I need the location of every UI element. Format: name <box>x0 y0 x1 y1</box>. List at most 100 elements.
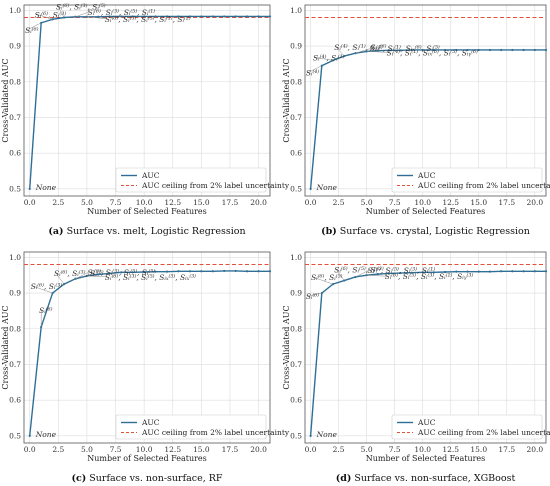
auc-point <box>223 15 226 18</box>
auc-point <box>399 49 402 52</box>
x-tick-label: 0.0 <box>305 198 317 207</box>
auc-point <box>522 48 525 52</box>
y-tick-label: 0.6 <box>290 149 302 158</box>
auc-point <box>40 21 43 24</box>
auc-point <box>108 15 111 18</box>
x-tick-label: 5.0 <box>361 445 373 454</box>
auc-line <box>309 49 546 189</box>
annotation-label: None <box>316 430 338 439</box>
annotation-arrow <box>27 22 42 31</box>
auc-point <box>309 187 312 190</box>
x-tick-label: 2.5 <box>333 198 345 207</box>
x-axis-label: Number of Selected Features <box>366 454 486 463</box>
auc-point <box>354 52 357 55</box>
auc-point <box>120 15 123 18</box>
auc-point <box>200 270 203 273</box>
annotation-arrow <box>336 269 345 281</box>
annotation-label: Sᵢ⁽⁶⁾, Sᵢ⁽⁵⁾, Sᵢ⁽³⁾, Sᵢ⁽¹⁾, Sᵢᵧ⁽³⁾ <box>385 272 474 281</box>
x-tick-label: 7.5 <box>389 198 401 207</box>
auc-point <box>522 270 525 273</box>
x-tick-label: 10.0 <box>414 198 431 207</box>
auc-point <box>444 270 447 274</box>
auc-point <box>376 273 379 276</box>
auc-point <box>211 270 214 273</box>
y-tick-label: 0.9 <box>9 289 21 298</box>
legend-entry: AUC ceiling from 2% label uncertainty <box>141 181 290 190</box>
auc-point <box>143 15 146 18</box>
auc-point <box>154 270 157 273</box>
auc-point <box>511 48 514 52</box>
x-tick-label: 15.0 <box>470 198 487 207</box>
auc-point <box>131 15 134 18</box>
x-tick-label: 10.0 <box>136 445 153 454</box>
y-tick-label: 0.6 <box>9 149 21 158</box>
panel-caption-text: Surface vs. crystal, Logistic Regression <box>337 226 530 237</box>
auc-point <box>477 270 480 273</box>
y-tick-label: 1.0 <box>290 6 302 15</box>
y-tick-label: 0.7 <box>290 360 302 369</box>
x-tick-label: 5.0 <box>81 198 93 207</box>
auc-point <box>246 270 249 273</box>
auc-point <box>533 270 536 273</box>
auc-point <box>488 48 492 52</box>
auc-point <box>544 48 548 52</box>
annotation-label: Sᵢ⁽⁶⁾ <box>39 306 52 315</box>
auc-point <box>544 270 548 273</box>
annotation-arrow <box>55 272 65 285</box>
auc-point <box>246 15 249 18</box>
y-tick-label: 1.0 <box>9 253 21 262</box>
panel-caption-label: (c) <box>71 473 86 484</box>
y-tick-label: 1.0 <box>290 253 302 262</box>
annotation-arrow <box>366 51 389 53</box>
x-tick-label: 15.0 <box>193 445 210 454</box>
y-axis-label: Cross-Validated AUC <box>282 58 291 142</box>
panel-caption: (d) Surface vs. non-surface, XGBoost <box>336 473 516 484</box>
annotation-arrow <box>75 271 90 279</box>
x-axis-label: Number of Selected Features <box>87 207 207 216</box>
auc-point <box>466 270 469 273</box>
panel-c: 0.0 2.5 5.0 7.5 10.0 12.5 15.0 17.5 20.0 0.5 0.6 0.… <box>1 251 290 484</box>
auc-point <box>223 269 226 273</box>
auc-point <box>200 15 203 18</box>
auc-point <box>466 48 469 52</box>
panel-caption-label: (b) <box>321 226 337 237</box>
annotation-label: Sᵢ⁽⁴⁾, Sᵢ⁽¹⁾, Sᵢₓ⁽⁶⁾ <box>334 43 386 52</box>
panel-caption-text: Surface vs. non-surface, RF <box>86 473 223 484</box>
auc-point <box>376 49 379 52</box>
x-tick-label: 10.0 <box>414 445 431 454</box>
y-tick-label: 0.9 <box>290 289 302 298</box>
auc-point <box>177 15 180 18</box>
x-tick-label: 12.5 <box>164 445 181 454</box>
annotation-label: Sᵢ⁽⁶⁾, Sᵢ⁽⁵⁾, Sᵢ⁽³⁾ <box>334 266 384 275</box>
panel-d: 0.0 2.5 5.0 7.5 10.0 12.5 15.0 17.5 20.0 0.5 0.6 0.… <box>282 251 550 484</box>
x-tick-label: 5.0 <box>81 445 93 454</box>
x-tick-label: 15.0 <box>193 198 210 207</box>
auc-point <box>387 272 391 275</box>
auc-point <box>120 271 123 274</box>
panel-caption-label: (a) <box>48 226 63 237</box>
y-tick-label: 0.7 <box>9 360 21 369</box>
auc-point <box>455 48 458 52</box>
auc-point <box>533 48 536 52</box>
x-axis-label: Number of Selected Features <box>366 207 486 216</box>
auc-point <box>444 48 447 52</box>
auc-line <box>29 15 270 189</box>
x-tick-label: 15.0 <box>470 445 487 454</box>
panel-caption: (b) Surface vs. crystal, Logistic Regres… <box>321 226 530 237</box>
auc-point <box>154 15 157 18</box>
annotation-label: Sᵢ⁽⁶⁾, Sᵢ⁽³⁾, Sᵢ⁽⁵⁾, Sᵢₓ⁽⁵⁾, Sᵢₓ⁽³⁾ <box>105 273 196 282</box>
auc-point <box>177 270 180 273</box>
x-tick-label: 20.0 <box>250 198 267 207</box>
panel-caption-label: (d) <box>336 473 352 484</box>
auc-point <box>421 271 424 274</box>
annotation-label: Sᵢ⁽⁴⁾, Sᵢ⁽¹⁾, Sᵢₓ⁽⁶⁾, Sᵢ⁽⁵⁾, Sᵢᵧ⁽⁶⁾ <box>387 48 478 57</box>
auc-line <box>29 270 270 436</box>
auc-point <box>511 270 514 273</box>
legend-box <box>115 167 267 193</box>
y-axis-label: Cross-Validated AUC <box>1 305 10 389</box>
annotation-arrow <box>355 269 370 278</box>
auc-point <box>432 271 436 274</box>
y-axis-label: Cross-Validated AUC <box>1 58 10 142</box>
annotation-label: Sᵢ⁽⁶⁾, Sᵢ⁽³⁾, Sᵢ⁽⁵⁾ <box>54 269 104 278</box>
